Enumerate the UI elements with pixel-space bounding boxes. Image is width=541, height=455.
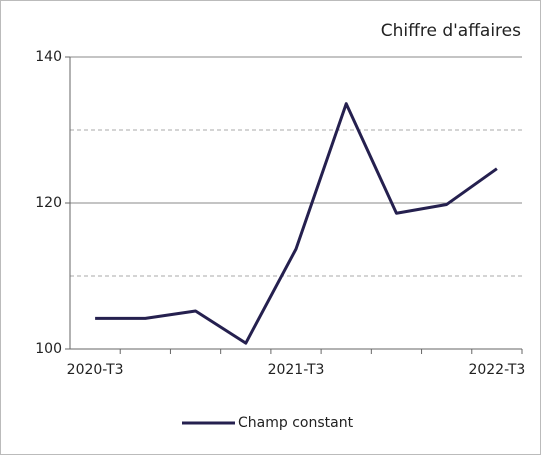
- legend-label: Champ constant: [238, 415, 354, 431]
- y-tick-label: 120: [35, 195, 62, 211]
- y-tick-label: 140: [35, 49, 62, 65]
- y-tick-label: 100: [35, 341, 62, 357]
- series-line: [95, 102, 498, 345]
- x-tick-label: 2021-T3: [268, 362, 325, 378]
- x-tick-label: 2020-T3: [67, 362, 124, 378]
- x-tick-label: 2022-T3: [468, 362, 525, 378]
- chart-title: Chiffre d'affaires: [381, 21, 521, 41]
